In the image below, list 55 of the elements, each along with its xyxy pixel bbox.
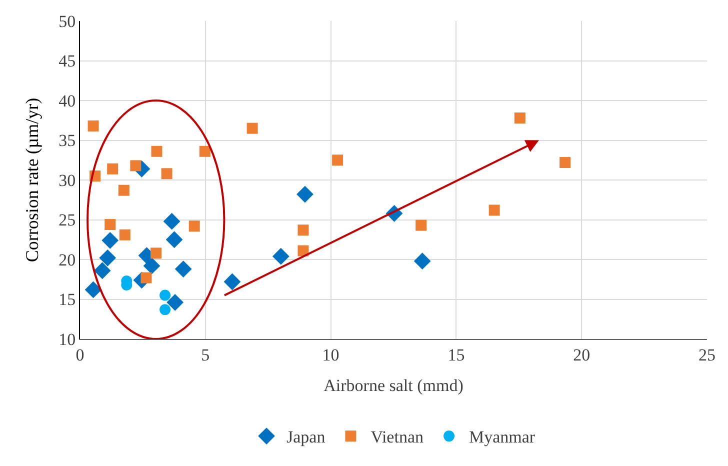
point	[107, 163, 118, 174]
point	[88, 120, 99, 132]
y-tick-label: 20	[58, 250, 76, 270]
point	[199, 146, 210, 157]
y-tick-label: 50	[58, 12, 76, 31]
point	[151, 146, 162, 157]
point	[118, 184, 130, 196]
point	[298, 224, 309, 236]
legend-label: Vietnan	[370, 428, 424, 447]
y-axis-title: Corrosion rate (µm/yr)	[22, 98, 42, 262]
y-tick-label: 35	[58, 131, 76, 150]
y-tick-label: 15	[58, 290, 76, 310]
point	[488, 204, 500, 216]
point	[94, 262, 111, 280]
legend-label: Myanmar	[469, 428, 536, 447]
point	[414, 252, 431, 270]
x-tick-label: 10	[322, 345, 340, 364]
x-axis-title: Airborne salt (mmd)	[324, 376, 464, 395]
point	[224, 273, 241, 290]
x-tick-label: 0	[76, 345, 84, 364]
point	[150, 248, 162, 259]
point	[332, 154, 344, 166]
point	[166, 231, 183, 248]
point	[416, 220, 427, 231]
point	[160, 304, 171, 316]
point	[104, 219, 116, 230]
point	[514, 112, 526, 124]
point	[99, 249, 116, 266]
point	[174, 260, 192, 278]
point	[272, 248, 290, 265]
point	[246, 122, 258, 134]
x-tick-label: 20	[573, 345, 590, 364]
point	[296, 186, 314, 203]
x-tick-label: 15	[448, 345, 465, 364]
point	[84, 281, 102, 298]
point	[161, 168, 172, 180]
point	[140, 272, 152, 284]
point	[119, 229, 130, 240]
point	[102, 232, 119, 249]
point	[143, 257, 160, 274]
y-tick-label: 10	[58, 330, 76, 349]
point	[560, 157, 571, 168]
legend-label: Japan	[286, 428, 326, 447]
point	[160, 290, 171, 301]
y-tick-label: 45	[58, 52, 76, 71]
x-tick-label: 25	[698, 345, 716, 364]
x-tick-label: 5	[201, 345, 210, 364]
y-tick-label: 40	[58, 91, 76, 110]
y-tick-label: 30	[58, 170, 76, 190]
point	[298, 245, 309, 256]
point	[163, 212, 180, 230]
y-tick-label: 25	[58, 210, 76, 230]
point	[166, 294, 184, 311]
point	[188, 220, 200, 232]
point	[130, 160, 142, 172]
